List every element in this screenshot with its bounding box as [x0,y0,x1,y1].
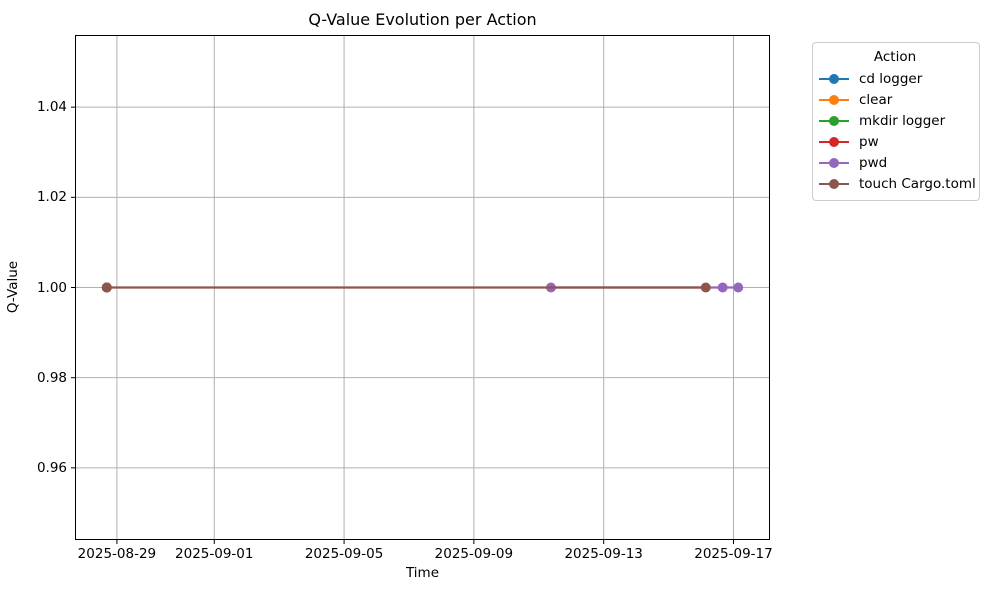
legend-line-marker-icon [819,136,849,147]
legend-line-marker-icon [819,73,849,84]
legend-item: pwd [819,152,971,173]
x-axis-label: Time [405,565,440,581]
series-marker [700,282,711,293]
legend-item: mkdir logger [819,110,971,131]
legend-item: cd logger [819,68,971,89]
legend-line-marker-icon [819,157,849,168]
y-tick-label: 1.02 [36,189,67,206]
legend-item: pw [819,131,971,152]
series-marker [733,282,744,293]
series-marker [717,282,728,293]
y-tick-label: 0.96 [36,459,67,476]
y-tick-label: 1.00 [36,279,67,296]
x-tick-label: 2025-09-09 [434,546,514,562]
plot-area [71,35,770,544]
legend-item: touch Cargo.toml [819,173,976,194]
axes-frame [75,35,770,540]
legend-title: Action [873,49,917,65]
legend: Action cd logger clear mkdir logger pw pwd to… [812,42,980,201]
y-tick-label: 1.04 [36,99,67,116]
legend-item-label: touch Cargo.toml [859,175,976,192]
legend-item-label: pwd [859,154,888,171]
series-marker [101,282,112,293]
x-tick-label: 2025-08-29 [77,546,157,562]
legend-line-marker-icon [819,94,849,105]
x-tick-label: 2025-09-13 [564,546,643,562]
legend-item-label: mkdir logger [859,112,946,129]
legend-item-label: pw [859,133,879,150]
legend-line-marker-icon [819,178,849,189]
y-tick-label: 0.98 [36,369,67,386]
legend-items: cd logger clear mkdir logger pw pwd touch Car… [819,68,976,194]
x-tick-label: 2025-09-01 [175,546,254,562]
x-tick-label: 2025-09-05 [304,546,384,562]
legend-item-label: clear [859,91,893,108]
chart-title: Q-Value Evolution per Action [308,10,537,29]
legend-item-label: cd logger [859,70,923,87]
legend-item: clear [819,89,971,110]
plot-canvas [71,35,770,544]
x-tick-label: 2025-09-17 [694,546,773,562]
legend-line-marker-icon [819,115,849,126]
